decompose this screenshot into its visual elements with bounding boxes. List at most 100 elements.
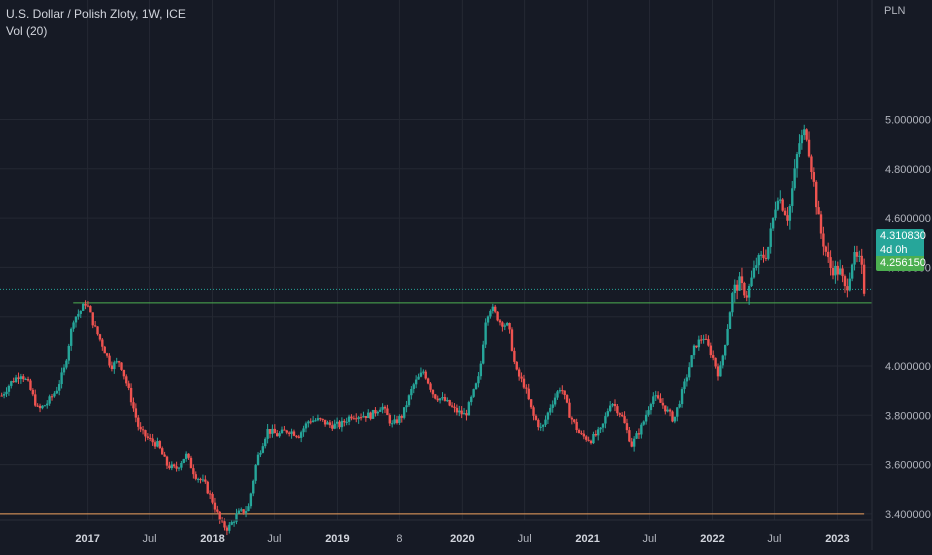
- candle-body: [494, 306, 497, 312]
- candle-body: [680, 389, 684, 405]
- candle-body: [208, 493, 212, 495]
- candle-body: [81, 303, 85, 311]
- candle-body: [587, 439, 590, 441]
- candle-body: [793, 168, 796, 189]
- candle-body: [364, 416, 368, 419]
- candle-body: [642, 421, 645, 425]
- candle-body: [228, 524, 231, 531]
- candle-body: [498, 320, 502, 323]
- candle-body: [601, 423, 605, 428]
- volume-indicator-label[interactable]: Vol (20): [6, 24, 48, 38]
- candle-body: [522, 378, 526, 388]
- candle-body: [838, 268, 842, 275]
- candle-body: [235, 513, 238, 522]
- price-tick-label: 3.400000: [885, 509, 931, 521]
- candle-body: [671, 411, 674, 422]
- candle-body: [153, 442, 157, 447]
- candle-body: [31, 389, 35, 395]
- candle-body: [194, 474, 197, 479]
- price-tick-label: 4.800000: [885, 164, 931, 176]
- candle-body: [55, 390, 59, 394]
- candle-body: [22, 376, 25, 380]
- candle-body: [192, 468, 195, 475]
- time-tick-label: 2022: [700, 533, 724, 545]
- candle-body: [656, 395, 660, 399]
- last-price-value: 4.310830: [880, 230, 926, 242]
- candle-body: [201, 479, 205, 481]
- candle-body: [501, 322, 504, 327]
- candle-body: [419, 372, 423, 377]
- candle-body: [762, 254, 765, 258]
- candle-body: [58, 384, 61, 391]
- candle-body: [623, 416, 626, 424]
- candle-body: [453, 406, 456, 408]
- candle-body: [328, 422, 332, 426]
- candle-body: [688, 367, 691, 378]
- candle-body: [297, 436, 300, 438]
- candle-body: [206, 481, 209, 494]
- candle-body: [407, 395, 411, 406]
- time-tick-label: 2019: [325, 533, 349, 545]
- candle-body: [496, 311, 499, 321]
- candle-body: [220, 520, 224, 522]
- candle-body: [537, 419, 540, 428]
- candle-body: [74, 316, 78, 323]
- candle-body: [673, 416, 677, 422]
- candle-body: [0, 395, 3, 397]
- candle-body: [807, 139, 811, 157]
- candle-body: [369, 412, 372, 419]
- candle-body: [846, 286, 849, 291]
- candle-body: [826, 251, 830, 258]
- candle-body: [290, 431, 293, 434]
- price-tick-label: 3.800000: [885, 410, 931, 422]
- candle-body: [618, 413, 621, 415]
- candle-body: [458, 410, 461, 413]
- horizontal-line-price-badge: 4.256150: [876, 256, 926, 271]
- symbol-title[interactable]: U.S. Dollar / Polish Zloty, 1W, ICE: [6, 7, 186, 21]
- candle-body: [139, 426, 142, 430]
- candle-body: [529, 399, 533, 408]
- candle-body: [299, 432, 303, 438]
- candle-body: [843, 276, 847, 287]
- candle-body: [829, 257, 832, 268]
- time-tick-label: Jul: [643, 533, 657, 545]
- candle-body: [556, 391, 559, 398]
- candle-body: [326, 422, 329, 425]
- candle-body: [860, 255, 863, 265]
- candle-body: [721, 355, 724, 366]
- time-tick-label: 8: [396, 533, 402, 545]
- price-tick-label: 4.600000: [885, 213, 931, 225]
- candle-body: [213, 502, 217, 510]
- candle-body: [822, 233, 825, 247]
- candle-body: [616, 406, 619, 414]
- candle-body: [302, 428, 305, 433]
- candle-body: [120, 362, 123, 370]
- price-axis-currency[interactable]: PLN: [884, 5, 906, 17]
- candle-body: [640, 424, 643, 435]
- candle-body: [446, 400, 449, 402]
- candle-body: [182, 458, 185, 463]
- candle-body: [795, 154, 799, 169]
- candle-body: [716, 366, 720, 377]
- candle-body: [141, 429, 145, 431]
- candle-body: [467, 402, 471, 416]
- candle-body: [697, 339, 701, 348]
- candle-body: [371, 409, 375, 419]
- candle-body: [2, 394, 6, 396]
- candle-body: [436, 398, 439, 401]
- candles: [0, 124, 866, 536]
- candle-body: [287, 432, 291, 434]
- candle-body: [798, 143, 801, 155]
- candle-body: [575, 421, 578, 431]
- candle-body: [134, 408, 138, 418]
- candle-body: [393, 419, 396, 424]
- candle-body: [479, 363, 483, 377]
- candle-body: [132, 402, 135, 409]
- candle-body: [841, 268, 844, 277]
- candle-body: [755, 265, 758, 268]
- candle-body: [108, 355, 111, 366]
- candle-body: [443, 397, 447, 401]
